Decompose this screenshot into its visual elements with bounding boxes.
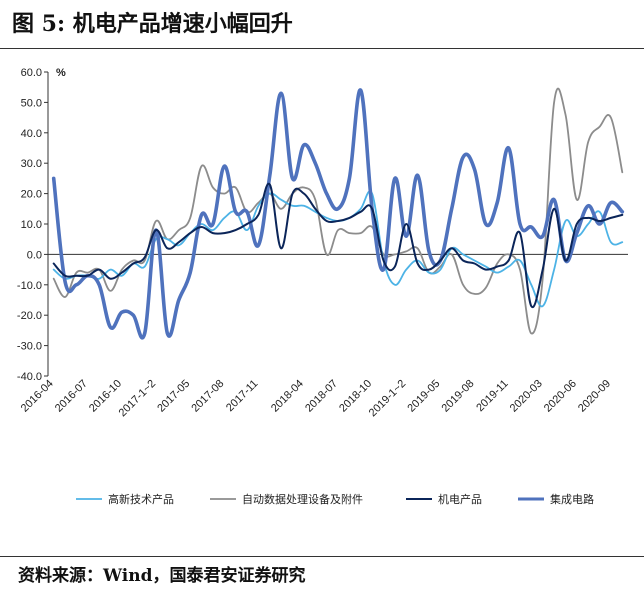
series-line-3 (51, 88, 625, 340)
y-tick-label: 10.0 (21, 219, 42, 231)
legend-label: 机电产品 (438, 492, 482, 506)
x-tick-label: 2016-07 (53, 378, 90, 415)
y-tick-label: 30.0 (21, 158, 42, 170)
y-tick-label: 50.0 (21, 97, 42, 109)
y-tick-label: 60.0 (21, 67, 42, 79)
x-tick-label: 2017-1~2 (117, 378, 159, 420)
bottom-rule (0, 556, 644, 557)
series-line-2 (52, 182, 624, 309)
x-tick-label: 2020-03 (508, 378, 545, 415)
x-tick-label: 2018-04 (269, 378, 306, 415)
figure-title: 图 5: 机电产品增速小幅回升 (12, 11, 293, 37)
y-tick-label: -40.0 (17, 371, 42, 383)
x-tick-label: 2019-1~2 (367, 378, 409, 420)
x-tick-label: 2019-11 (474, 378, 510, 414)
x-tick-label: 2020-09 (576, 378, 613, 415)
x-tick-label: 2017-08 (189, 378, 226, 415)
legend-label: 集成电路 (550, 492, 594, 506)
x-tick-label: 2018-07 (303, 378, 340, 415)
line-chart: 60.0 50.0 40.0 30.0 20.0 10.0 0.0 -10.0 -20.0 -30… (17, 67, 628, 506)
x-tick-label: 2020-06 (542, 378, 579, 415)
y-tick-label: -30.0 (17, 341, 42, 353)
y-unit-label: % (56, 67, 66, 79)
y-tick-label: 0.0 (27, 249, 42, 261)
y-tick-label: 20.0 (21, 189, 42, 201)
legend-label: 高新技术产品 (108, 492, 174, 506)
legend-label: 自动数据处理设备及附件 (242, 492, 363, 506)
source-note: 资料来源：Wind，国泰君安证券研究 (18, 566, 306, 586)
x-tick-label: 2017-11 (224, 378, 260, 414)
y-tick-label: -10.0 (17, 280, 42, 292)
x-tick-label: 2019-05 (405, 378, 442, 415)
top-rule (0, 48, 644, 49)
x-tick-label: 2017-05 (155, 378, 192, 415)
x-tick-label: 2016-04 (19, 378, 56, 415)
y-tick-label: 40.0 (21, 128, 42, 140)
y-tick-label: -20.0 (17, 310, 42, 322)
x-tick-label: 2019-08 (440, 378, 477, 415)
